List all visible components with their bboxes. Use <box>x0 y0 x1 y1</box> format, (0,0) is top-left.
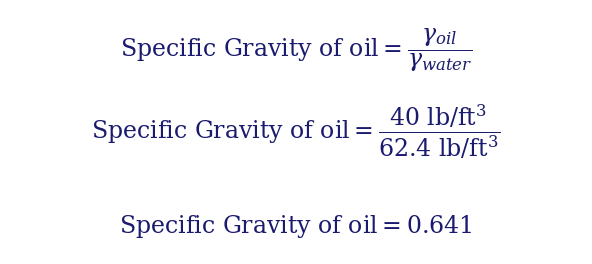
Text: $\mathdefault{Specific\ Gravity\ of\ oil} = \dfrac{40\ \mathrm{lb/ft}^3}{62.4\ \: $\mathdefault{Specific\ Gravity\ of\ oil… <box>91 103 501 161</box>
Text: $\mathdefault{Specific\ Gravity\ of\ oil} = 0.641$: $\mathdefault{Specific\ Gravity\ of\ oil… <box>120 213 472 240</box>
Text: $\mathdefault{Specific\ Gravity\ of\ oil} = \dfrac{\gamma_{oil}}{\gamma_{water}}: $\mathdefault{Specific\ Gravity\ of\ oil… <box>120 26 472 74</box>
